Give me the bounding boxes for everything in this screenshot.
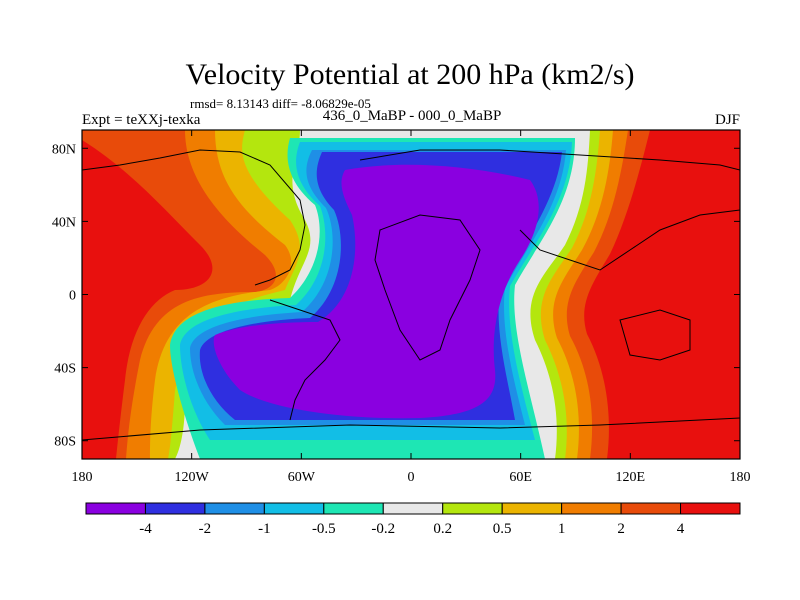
colorbar-label-3: -0.5 [312,521,336,537]
x-tick-label-5: 120E [616,470,646,485]
coastline-antarctica [82,417,740,441]
x-tick-label-0: 180 [72,470,93,485]
band-negative-5 [213,164,539,419]
band-positive-east-5 [584,130,740,459]
colorbar-swatch-3 [263,502,325,515]
x-tick-label-1: 120W [175,470,210,485]
colorbar-label-9: 4 [677,521,685,537]
y-tick-label-1: 40N [52,215,76,230]
colorbar-label-7: 1 [558,521,566,537]
y-tick-label-3: 40S [54,362,76,377]
colorbar-label-8: 2 [617,521,625,537]
colorbar-label-6: 0.5 [493,521,512,537]
x-tick-label-2: 60W [288,470,316,485]
colorbar-swatch-2 [204,502,265,515]
season-label: DJF [715,112,740,128]
coastline-australia [619,309,691,361]
coastline-north-america [82,149,306,286]
y-tick-label-4: 80S [54,435,76,450]
colorbar-swatch-8 [561,502,622,515]
colorbar-label-4: -0.2 [371,521,395,537]
band-positive-west-5 [82,140,213,459]
colorbar-label-2: -1 [258,521,271,537]
x-tick-label-3: 0 [408,470,415,485]
colorbar-swatch-6 [442,502,503,515]
y-tick-label-2: 0 [69,289,76,304]
colorbar-swatch-7 [501,502,563,515]
colorbar-label-5: 0.2 [433,521,452,537]
x-axis: 180 120W 60W 0 60E 120E 180 [72,130,751,485]
colorbar-swatch-1 [144,502,206,515]
colorbar-label-1: -2 [199,521,212,537]
y-tick-label-0: 80N [52,142,76,157]
coastline-south-america [269,299,341,421]
period-label: 436_0_MaBP - 000_0_MaBP [323,108,502,124]
contour-field [82,130,740,459]
colorbar-swatch-9 [620,502,682,515]
colorbar-swatch-10 [680,502,741,515]
colorbar-swatch-0 [85,502,146,515]
y-axis: 80N 40N 0 40S 80S [52,142,740,450]
colorbar: -4 -2 -1 -0.5 -0.2 0.2 0.5 1 2 4 [85,502,741,537]
stats-text: rmsd= 8.13143 diff= -8.06829e-05 [190,96,371,111]
colorbar-label-0: -4 [139,521,152,537]
coastlines [82,149,740,441]
chart-title: Velocity Potential at 200 hPa (km2/s) [185,58,634,91]
coastline-eurasia [359,149,740,271]
experiment-label: Expt = teXXj-texka [82,112,201,128]
coastline-africa [374,214,481,361]
colorbar-swatch-5 [382,502,444,515]
x-tick-label-6: 180 [730,470,751,485]
x-tick-label-4: 60E [509,470,532,485]
colorbar-swatch-4 [323,502,384,515]
